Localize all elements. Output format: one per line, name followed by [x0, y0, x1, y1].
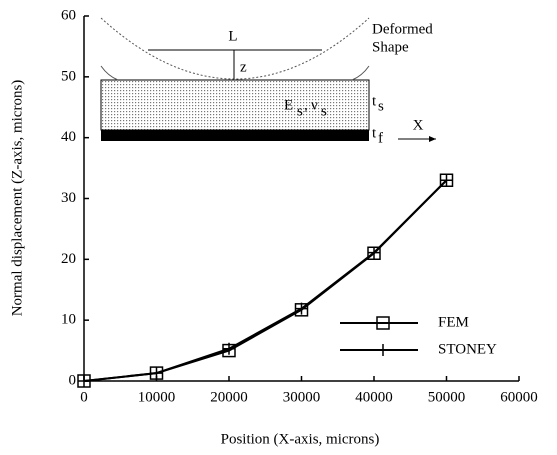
y-tick-label: 30: [61, 190, 76, 206]
inset-label: ,: [304, 97, 308, 113]
chart: L z Deformed Shape E s , ν s t s t f X P…: [0, 0, 557, 455]
inset-label: L: [228, 28, 237, 44]
film: [101, 130, 369, 141]
legend-marker: [377, 317, 389, 329]
x-tick-label: 60000: [500, 389, 538, 405]
y-tick-label: 40: [61, 129, 76, 145]
x-tick-label: 50000: [428, 389, 466, 405]
inset-label: s: [378, 98, 384, 114]
inset-label: f: [378, 130, 383, 146]
inset-label: ν: [311, 97, 318, 113]
substrate: [101, 80, 369, 130]
y-tick-label: 0: [69, 372, 77, 388]
y-tick-label: 50: [61, 68, 76, 84]
y-tick-label: 60: [61, 7, 76, 23]
legend-marker: [377, 344, 389, 356]
corner-arc: [101, 66, 369, 80]
y-tick-label: 20: [61, 251, 76, 267]
inset-label: t: [372, 125, 377, 141]
arrow-head: [429, 136, 436, 142]
inset-label: X: [413, 117, 424, 133]
legend-label: FEM: [438, 314, 469, 330]
x-tick-label: 30000: [283, 389, 321, 405]
inset-label: z: [240, 59, 247, 75]
x-tick-label: 20000: [210, 389, 248, 405]
inset-label: s: [297, 103, 303, 119]
x-tick-label: 40000: [355, 389, 393, 405]
x-axis-label: Position (X-axis, microns): [221, 431, 380, 447]
inset-label: E: [284, 97, 293, 113]
deformed-shape: [101, 18, 369, 79]
inset-label: t: [372, 93, 377, 109]
legend-label: STONEY: [438, 341, 497, 357]
inset-label: Deformed: [372, 21, 433, 37]
x-tick-label: 0: [80, 389, 88, 405]
inset-label: Shape: [372, 39, 409, 55]
x-tick-label: 10000: [138, 389, 176, 405]
inset-diagram: L z Deformed Shape E s , ν s t s t f X: [101, 18, 436, 146]
y-tick-label: 10: [61, 312, 76, 328]
inset-label: s: [321, 103, 327, 119]
y-axis-label: Normal displacement (Z-axis, microns): [9, 80, 25, 317]
